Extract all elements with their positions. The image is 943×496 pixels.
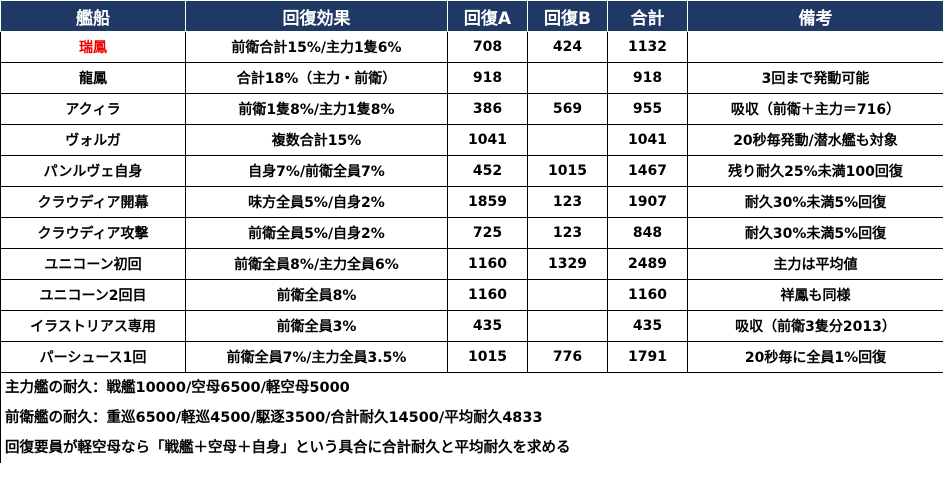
heal-effect-cell[interactable]: 前衛1隻8%/主力1隻8% <box>185 93 448 125</box>
heal-effect-cell[interactable]: 前衛全員3% <box>185 310 448 342</box>
table-row: 龍鳳 合計18%（主力・前衛） 918 918 3回まで発動可能 <box>0 62 943 94</box>
ship-name-cell[interactable]: イラストリアス専用 <box>0 310 186 342</box>
note-line[interactable]: 主力艦の耐久：戦艦10000/空母6500/軽空母5000 <box>5 380 350 396</box>
table-row: ヴォルガ 複数合計15% 1041 1041 20秒毎発動/潜水艦も対象 <box>0 124 943 156</box>
heal-effect-cell[interactable]: 自身7%/前衛全員7% <box>185 155 448 187</box>
ship-name-cell[interactable]: クラウディア攻撃 <box>0 217 186 249</box>
heal-b-cell[interactable]: 1329 <box>527 248 608 280</box>
heal-b-cell[interactable] <box>527 62 608 94</box>
heal-b-cell[interactable] <box>527 279 608 311</box>
remarks-cell[interactable]: 耐久30%未満5%回復 <box>687 217 943 249</box>
total-cell[interactable]: 435 <box>607 310 688 342</box>
remarks-cell[interactable]: 祥鳳も同様 <box>687 279 943 311</box>
header-row: 艦船 回復効果 回復A 回復B 合計 備考 <box>0 0 943 32</box>
total-cell[interactable]: 1132 <box>607 31 688 63</box>
remarks-cell[interactable]: 3回まで発動可能 <box>687 62 943 94</box>
heal-effect-cell[interactable]: 合計18%（主力・前衛） <box>185 62 448 94</box>
header-heal-b[interactable]: 回復B <box>527 0 608 32</box>
heal-b-cell[interactable]: 569 <box>527 93 608 125</box>
remarks-cell[interactable]: 耐久30%未満5%回復 <box>687 186 943 218</box>
heal-b-cell[interactable] <box>527 124 608 156</box>
ship-name-cell[interactable]: 瑞鳳 <box>0 31 186 63</box>
ship-name-cell[interactable]: アクィラ <box>0 93 186 125</box>
heal-a-cell[interactable]: 918 <box>447 62 528 94</box>
heal-effect-cell[interactable]: 味方全員5%/自身2% <box>185 186 448 218</box>
heal-a-cell[interactable]: 1160 <box>447 279 528 311</box>
spreadsheet: 艦船 回復効果 回復A 回復B 合計 備考 瑞鳳 前衛合計15%/主力1隻6% 70… <box>0 0 943 463</box>
heal-effect-cell[interactable]: 前衛全員5%/自身2% <box>185 217 448 249</box>
heal-effect-cell[interactable]: 前衛全員8% <box>185 279 448 311</box>
heal-effect-cell[interactable]: 前衛全員7%/主力全員3.5% <box>185 341 448 373</box>
heal-b-cell[interactable]: 123 <box>527 186 608 218</box>
notes-section: 主力艦の耐久：戦艦10000/空母6500/軽空母5000 前衛艦の耐久：重巡6… <box>0 373 943 463</box>
total-cell[interactable]: 2489 <box>607 248 688 280</box>
total-cell[interactable]: 1041 <box>607 124 688 156</box>
heal-a-cell[interactable]: 708 <box>447 31 528 63</box>
remarks-cell[interactable]: 残り耐久25%未満100回復 <box>687 155 943 187</box>
heal-a-cell[interactable]: 1160 <box>447 248 528 280</box>
table-row: クラウディア攻撃 前衛全員5%/自身2% 725 123 848 耐久30%未満5%回復 <box>0 217 943 249</box>
ship-name-cell[interactable]: ユニコーン初回 <box>0 248 186 280</box>
table-row: クラウディア開幕 味方全員5%/自身2% 1859 123 1907 耐久30%未満5%回… <box>0 186 943 218</box>
table-row: ユニコーン2回目 前衛全員8% 1160 1160 祥鳳も同様 <box>0 279 943 311</box>
heal-b-cell[interactable]: 424 <box>527 31 608 63</box>
heal-b-cell[interactable] <box>527 310 608 342</box>
heal-b-cell[interactable]: 1015 <box>527 155 608 187</box>
remarks-cell[interactable]: 吸収（前衛＋主力＝716） <box>687 93 943 125</box>
heal-b-cell[interactable]: 123 <box>527 217 608 249</box>
table-row: ユニコーン初回 前衛全員8%/主力全員6% 1160 1329 2489 主力は平均値 <box>0 248 943 280</box>
heal-a-cell[interactable]: 435 <box>447 310 528 342</box>
heal-a-cell[interactable]: 452 <box>447 155 528 187</box>
ship-name-cell[interactable]: パンルヴェ自身 <box>0 155 186 187</box>
note-line[interactable]: 前衛艦の耐久：重巡6500/軽巡4500/駆逐3500/合計耐久14500/平均… <box>5 410 543 426</box>
header-total[interactable]: 合計 <box>607 0 688 32</box>
ship-name-cell[interactable]: ユニコーン2回目 <box>0 279 186 311</box>
total-cell[interactable]: 1791 <box>607 341 688 373</box>
heal-effect-cell[interactable]: 前衛全員8%/主力全員6% <box>185 248 448 280</box>
total-cell[interactable]: 1467 <box>607 155 688 187</box>
heal-a-cell[interactable]: 1859 <box>447 186 528 218</box>
table-body: 瑞鳳 前衛合計15%/主力1隻6% 708 424 1132 龍鳳 合計18%（主力・前衛）… <box>0 31 943 373</box>
heal-b-cell[interactable]: 776 <box>527 341 608 373</box>
ship-name-cell[interactable]: ヴォルガ <box>0 124 186 156</box>
table-row: パーシュース1回 前衛全員7%/主力全員3.5% 1015 776 1791 20秒毎に全… <box>0 341 943 373</box>
heal-a-cell[interactable]: 1041 <box>447 124 528 156</box>
remarks-cell[interactable]: 吸収（前衛3隻分2013） <box>687 310 943 342</box>
table-row: イラストリアス専用 前衛全員3% 435 435 吸収（前衛3隻分2013） <box>0 310 943 342</box>
note-line[interactable]: 回復要員が軽空母なら「戦艦＋空母＋自身」という具合に合計耐久と平均耐久を求める <box>5 440 571 456</box>
table-row: 瑞鳳 前衛合計15%/主力1隻6% 708 424 1132 <box>0 31 943 63</box>
healing-table: 艦船 回復効果 回復A 回復B 合計 備考 瑞鳳 前衛合計15%/主力1隻6% 70… <box>0 0 943 373</box>
remarks-cell[interactable]: 主力は平均値 <box>687 248 943 280</box>
remarks-cell[interactable]: 20秒毎発動/潜水艦も対象 <box>687 124 943 156</box>
header-ship[interactable]: 艦船 <box>0 0 186 32</box>
heal-a-cell[interactable]: 1015 <box>447 341 528 373</box>
total-cell[interactable]: 848 <box>607 217 688 249</box>
total-cell[interactable]: 955 <box>607 93 688 125</box>
ship-name-cell[interactable]: クラウディア開幕 <box>0 186 186 218</box>
header-remarks[interactable]: 備考 <box>687 0 943 32</box>
remarks-cell[interactable]: 20秒毎に全員1%回復 <box>687 341 943 373</box>
total-cell[interactable]: 1160 <box>607 279 688 311</box>
total-cell[interactable]: 918 <box>607 62 688 94</box>
remarks-cell[interactable] <box>687 31 943 63</box>
heal-a-cell[interactable]: 386 <box>447 93 528 125</box>
ship-name-cell[interactable]: 龍鳳 <box>0 62 186 94</box>
heal-a-cell[interactable]: 725 <box>447 217 528 249</box>
table-row: パンルヴェ自身 自身7%/前衛全員7% 452 1015 1467 残り耐久25%未満10… <box>0 155 943 187</box>
header-heal-a[interactable]: 回復A <box>447 0 528 32</box>
table-row: アクィラ 前衛1隻8%/主力1隻8% 386 569 955 吸収（前衛＋主力＝716） <box>0 93 943 125</box>
header-effect[interactable]: 回復効果 <box>185 0 448 32</box>
heal-effect-cell[interactable]: 複数合計15% <box>185 124 448 156</box>
total-cell[interactable]: 1907 <box>607 186 688 218</box>
ship-name-cell[interactable]: パーシュース1回 <box>0 341 186 373</box>
heal-effect-cell[interactable]: 前衛合計15%/主力1隻6% <box>185 31 448 63</box>
